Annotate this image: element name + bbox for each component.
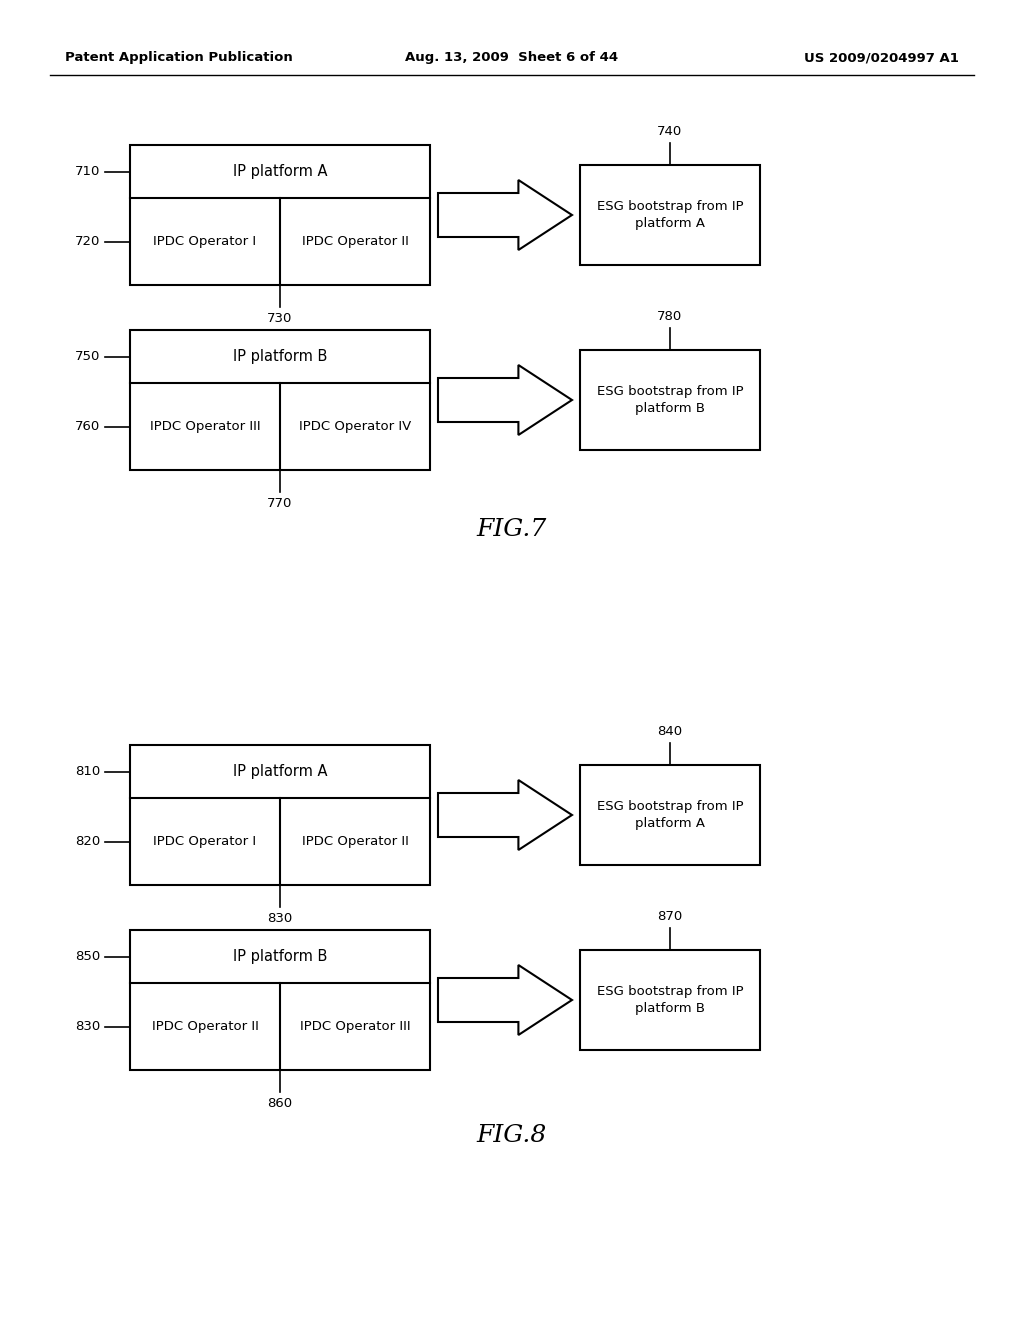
Text: 860: 860 bbox=[267, 1097, 293, 1110]
Text: 780: 780 bbox=[657, 310, 683, 323]
Bar bbox=[580, 165, 760, 265]
Bar bbox=[580, 950, 760, 1049]
Polygon shape bbox=[438, 180, 572, 249]
Text: Patent Application Publication: Patent Application Publication bbox=[65, 51, 293, 65]
Text: IP platform B: IP platform B bbox=[232, 949, 328, 964]
Bar bbox=[130, 744, 430, 884]
Text: 710: 710 bbox=[75, 165, 100, 178]
Text: FIG.8: FIG.8 bbox=[477, 1123, 547, 1147]
Text: 750: 750 bbox=[75, 350, 100, 363]
Text: IPDC Operator IV: IPDC Operator IV bbox=[299, 420, 411, 433]
Text: IPDC Operator I: IPDC Operator I bbox=[154, 235, 257, 248]
Text: FIG.7: FIG.7 bbox=[477, 519, 547, 541]
Text: IPDC Operator III: IPDC Operator III bbox=[150, 420, 260, 433]
Text: IPDC Operator II: IPDC Operator II bbox=[152, 1020, 258, 1034]
Text: 770: 770 bbox=[267, 498, 293, 510]
Text: 870: 870 bbox=[657, 909, 683, 923]
Text: IPDC Operator II: IPDC Operator II bbox=[301, 836, 409, 849]
Text: ESG bootstrap from IP
platform B: ESG bootstrap from IP platform B bbox=[597, 985, 743, 1015]
Text: 810: 810 bbox=[75, 766, 100, 777]
Text: IPDC Operator II: IPDC Operator II bbox=[301, 235, 409, 248]
Text: 730: 730 bbox=[267, 312, 293, 325]
Polygon shape bbox=[438, 366, 572, 436]
Text: ESG bootstrap from IP
platform A: ESG bootstrap from IP platform A bbox=[597, 201, 743, 230]
Text: IP platform A: IP platform A bbox=[232, 764, 328, 779]
Text: 740: 740 bbox=[657, 125, 683, 139]
Bar bbox=[580, 766, 760, 865]
Text: 830: 830 bbox=[267, 912, 293, 925]
Text: US 2009/0204997 A1: US 2009/0204997 A1 bbox=[804, 51, 959, 65]
Polygon shape bbox=[438, 780, 572, 850]
Text: 830: 830 bbox=[75, 1020, 100, 1034]
Bar bbox=[130, 931, 430, 1071]
Text: 720: 720 bbox=[75, 235, 100, 248]
Text: 820: 820 bbox=[75, 836, 100, 849]
Text: IPDC Operator III: IPDC Operator III bbox=[300, 1020, 411, 1034]
Text: ESG bootstrap from IP
platform A: ESG bootstrap from IP platform A bbox=[597, 800, 743, 830]
Text: 840: 840 bbox=[657, 725, 683, 738]
Text: IP platform A: IP platform A bbox=[232, 164, 328, 180]
Bar bbox=[130, 330, 430, 470]
Text: 760: 760 bbox=[75, 420, 100, 433]
Polygon shape bbox=[438, 965, 572, 1035]
Text: ESG bootstrap from IP
platform B: ESG bootstrap from IP platform B bbox=[597, 385, 743, 414]
Text: 850: 850 bbox=[75, 950, 100, 964]
Text: IPDC Operator I: IPDC Operator I bbox=[154, 836, 257, 849]
Bar bbox=[580, 350, 760, 450]
Bar bbox=[130, 145, 430, 285]
Text: IP platform B: IP platform B bbox=[232, 348, 328, 364]
Text: Aug. 13, 2009  Sheet 6 of 44: Aug. 13, 2009 Sheet 6 of 44 bbox=[406, 51, 618, 65]
